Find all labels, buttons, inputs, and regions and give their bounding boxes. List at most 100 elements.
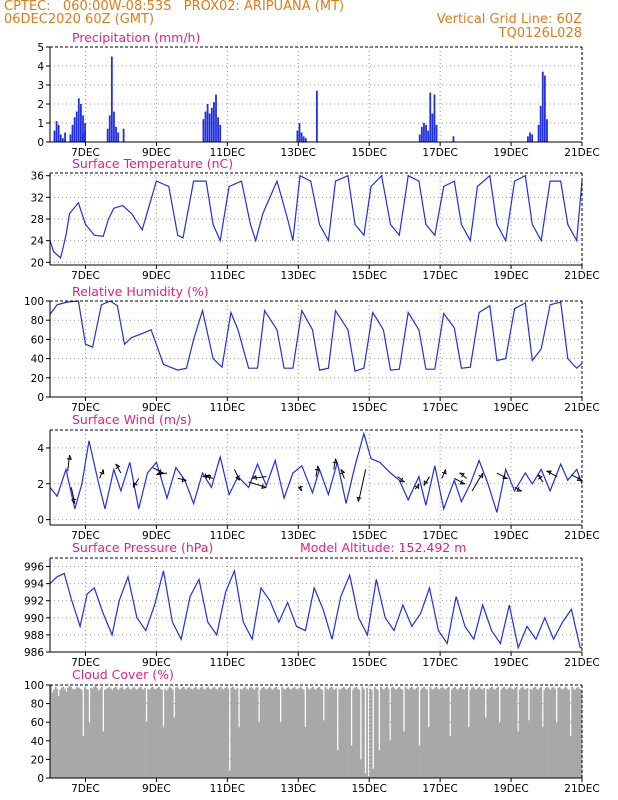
cloud-bar: [557, 687, 560, 778]
cloud-bar: [433, 687, 436, 778]
cloud-bar: [484, 717, 487, 778]
wind-arrow-head: [414, 483, 420, 490]
cloud-bar: [366, 687, 368, 778]
precip-bar: [69, 134, 72, 142]
cloud-bar: [207, 686, 210, 778]
cloud-bar: [486, 688, 489, 778]
precip-bar: [113, 111, 115, 142]
cloud-bar: [396, 687, 399, 778]
precip-bar: [219, 124, 222, 142]
series-line: [49, 568, 582, 650]
cloud-bar: [503, 686, 506, 778]
cloud-bar: [244, 686, 247, 778]
precip-bar: [208, 113, 211, 142]
x-tick-label: 9DEC: [142, 783, 171, 795]
cloud-bar: [466, 686, 469, 778]
header-grid-note: Vertical Grid Line: 60Z: [436, 12, 582, 27]
precip-bar: [431, 113, 434, 142]
cloud-bar: [372, 768, 375, 778]
cloud-bar: [259, 689, 262, 778]
cloud-bar: [162, 726, 165, 778]
wind-arrow-head: [441, 469, 447, 475]
cloud-bar: [438, 689, 441, 778]
cloud-bar: [238, 726, 240, 778]
cloud-bar: [403, 731, 405, 778]
cloud-bar: [53, 689, 55, 778]
precip-bar: [61, 138, 64, 142]
cloud-bar: [578, 688, 581, 778]
cloud-bar: [295, 688, 298, 778]
cloud-bar: [457, 689, 459, 778]
cloud-bar: [134, 688, 137, 778]
cloud-bar: [70, 686, 72, 778]
cloud-bar: [441, 686, 444, 778]
cloud-bar: [571, 686, 574, 778]
cloud-bar: [185, 689, 188, 778]
cloud-bar: [113, 687, 116, 778]
cloud-bar: [56, 688, 59, 778]
series-line: [49, 174, 583, 260]
cloud-bar: [464, 687, 467, 778]
x-tick-label: 19DEC: [493, 657, 528, 669]
cloud-bar: [184, 688, 186, 778]
cloud-bar: [483, 687, 486, 778]
y-tick-label: 4: [37, 61, 44, 73]
cloud-bar: [87, 689, 89, 778]
y-tick-label: 36: [31, 171, 45, 183]
cloud-bar: [304, 726, 307, 778]
cloud-bar: [147, 688, 149, 778]
cloud-bar: [364, 773, 367, 778]
wind-arrow: [132, 478, 140, 488]
cloud-bar: [327, 689, 330, 778]
header-run-id: TQ0126L028: [498, 26, 582, 41]
cloud-bar: [79, 688, 82, 778]
cloud-bar: [231, 686, 234, 778]
cloud-bar: [561, 689, 564, 778]
precip-bar: [53, 130, 56, 142]
cloud-bar: [122, 688, 125, 778]
cloud-bar: [91, 688, 94, 778]
cloud-bar: [478, 686, 481, 778]
cloud-bar: [168, 686, 171, 778]
wind-arrow-head: [356, 496, 362, 502]
cloud-bar: [258, 722, 261, 778]
cloud-bar: [144, 687, 146, 778]
cloud-bar: [497, 686, 500, 778]
cloud-bar: [375, 688, 378, 778]
cloud-bar: [131, 687, 134, 778]
cloud-bar: [415, 687, 418, 778]
cloud-bar: [336, 750, 339, 778]
cloud-bar: [353, 687, 356, 778]
wind-arrow: [546, 470, 558, 478]
cloud-bar: [262, 686, 265, 778]
y-tick-label: 1: [37, 118, 44, 130]
cloud-bar: [335, 687, 338, 778]
cloud-bar: [458, 687, 461, 778]
cloud-bar: [565, 686, 567, 778]
cloud-bar: [406, 688, 409, 778]
cloud-bar: [467, 726, 470, 778]
precip-bar: [206, 104, 209, 142]
cloud-bar: [103, 689, 106, 778]
cloud-bar: [167, 688, 170, 778]
cloud-bar: [156, 687, 159, 778]
cloud-bar: [265, 689, 268, 778]
cloud-bar: [201, 686, 203, 778]
x-tick-label: 7DEC: [71, 530, 100, 542]
precip-bar: [204, 111, 207, 142]
precip-bar: [122, 128, 125, 142]
cloud-bar: [401, 689, 404, 778]
cloud-bar: [151, 686, 154, 778]
cloud-bar: [393, 688, 396, 778]
y-tick-label: 60: [31, 334, 44, 346]
cloud-bar: [219, 686, 222, 778]
precip-bar: [217, 117, 220, 142]
cloud-bar: [412, 688, 415, 778]
precip-bar: [304, 138, 307, 142]
cloud-bar: [281, 686, 284, 778]
cloud-bar: [97, 690, 100, 778]
cloud-bar: [342, 686, 345, 778]
cloud-bar: [474, 688, 476, 778]
cloud-bar: [164, 688, 166, 778]
x-tick-label: 13DEC: [281, 402, 316, 414]
